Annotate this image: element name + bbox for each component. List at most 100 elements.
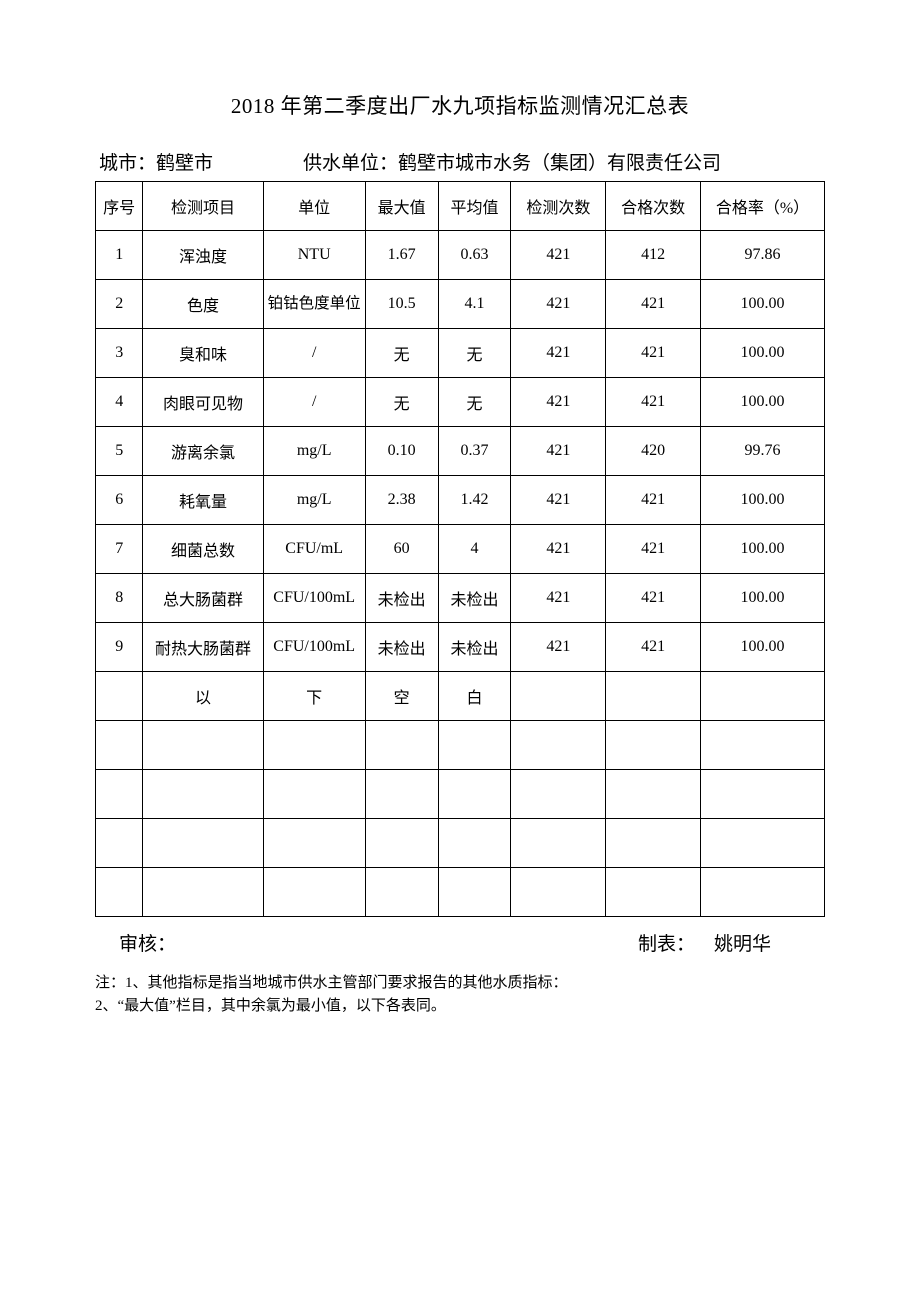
cell-tests: 421	[511, 427, 606, 476]
cell-avg: 无	[438, 378, 511, 427]
cell-rate: 100.00	[701, 378, 825, 427]
empty-cell	[511, 819, 606, 868]
cell-pass: 421	[606, 378, 701, 427]
empty-cell	[701, 868, 825, 917]
cell-pass: 421	[606, 525, 701, 574]
blank-marker-cell: 空	[365, 672, 438, 721]
cell-rate: 100.00	[701, 329, 825, 378]
cell-unit: /	[263, 378, 365, 427]
table-header-row: 序号 检测项目 单位 最大值 平均值 检测次数 合格次数 合格率（%）	[96, 182, 825, 231]
table-row: 9耐热大肠菌群CFU/100mL未检出未检出421421100.00	[96, 623, 825, 672]
col-rate: 合格率（%）	[701, 182, 825, 231]
cell-item: 细菌总数	[143, 525, 263, 574]
meta-supplier: 供水单位：鹤壁市城市水务（集团）有限责任公司	[213, 148, 821, 175]
empty-cell	[438, 721, 511, 770]
empty-row	[96, 819, 825, 868]
cell-rate: 100.00	[701, 623, 825, 672]
cell-tests: 421	[511, 231, 606, 280]
cell-avg: 4.1	[438, 280, 511, 329]
note-line-2: 2、“最大值”栏目，其中余氯为最小值，以下各表同。	[95, 995, 825, 1018]
cell-seq: 4	[96, 378, 143, 427]
empty-cell	[263, 770, 365, 819]
cell-tests: 421	[511, 525, 606, 574]
cell-rate: 100.00	[701, 280, 825, 329]
empty-row	[96, 721, 825, 770]
cell-unit: mg/L	[263, 427, 365, 476]
cell-unit: mg/L	[263, 476, 365, 525]
cell-item: 游离余氯	[143, 427, 263, 476]
cell-avg: 0.37	[438, 427, 511, 476]
table-row: 6耗氧量mg/L2.381.42421421100.00	[96, 476, 825, 525]
cell-avg: 无	[438, 329, 511, 378]
cell-max: 10.5	[365, 280, 438, 329]
cell-max: 未检出	[365, 574, 438, 623]
document-page: 2018 年第二季度出厂水九项指标监测情况汇总表 城市：鹤壁市 供水单位：鹤壁市…	[0, 0, 920, 1302]
blank-marker-cell: 白	[438, 672, 511, 721]
cell-tests: 421	[511, 623, 606, 672]
table-row: 5游离余氯mg/L0.100.3742142099.76	[96, 427, 825, 476]
cell-item: 臭和味	[143, 329, 263, 378]
meta-city: 城市：鹤壁市	[99, 148, 213, 175]
signature-row: 审核： 制表： 姚明华	[95, 929, 825, 956]
empty-row	[96, 770, 825, 819]
empty-cell	[511, 721, 606, 770]
empty-cell	[365, 819, 438, 868]
empty-cell	[263, 868, 365, 917]
cell-unit: /	[263, 329, 365, 378]
empty-cell	[143, 770, 263, 819]
cell-seq: 8	[96, 574, 143, 623]
col-seq: 序号	[96, 182, 143, 231]
empty-cell	[96, 721, 143, 770]
empty-cell	[96, 868, 143, 917]
cell-unit: CFU/mL	[263, 525, 365, 574]
empty-cell	[438, 770, 511, 819]
city-label: 城市：	[99, 153, 156, 174]
supplier-value: 鹤壁市城市水务（集团）有限责任公司	[398, 153, 721, 174]
empty-cell	[365, 770, 438, 819]
cell-seq: 9	[96, 623, 143, 672]
table-row: 7细菌总数CFU/mL604421421100.00	[96, 525, 825, 574]
cell-tests: 421	[511, 378, 606, 427]
cell-item: 浑浊度	[143, 231, 263, 280]
cell-rate: 100.00	[701, 476, 825, 525]
empty-cell	[438, 819, 511, 868]
notes-block: 注：1、其他指标是指当地城市供水主管部门要求报告的其他水质指标： 2、“最大值”…	[95, 972, 825, 1019]
blank-marker-cell	[96, 672, 143, 721]
cell-avg: 0.63	[438, 231, 511, 280]
cell-seq: 6	[96, 476, 143, 525]
empty-cell	[701, 819, 825, 868]
empty-row	[96, 868, 825, 917]
preparer-block: 制表： 姚明华	[638, 929, 801, 956]
empty-cell	[143, 819, 263, 868]
cell-tests: 421	[511, 329, 606, 378]
cell-seq: 7	[96, 525, 143, 574]
cell-tests: 421	[511, 476, 606, 525]
empty-cell	[606, 819, 701, 868]
supplier-label: 供水单位：	[303, 153, 398, 174]
cell-unit: CFU/100mL	[263, 574, 365, 623]
cell-tests: 421	[511, 574, 606, 623]
cell-pass: 421	[606, 623, 701, 672]
empty-cell	[438, 868, 511, 917]
blank-marker-cell: 以	[143, 672, 263, 721]
city-value: 鹤壁市	[156, 153, 213, 174]
cell-item: 总大肠菌群	[143, 574, 263, 623]
cell-item: 色度	[143, 280, 263, 329]
cell-rate: 97.86	[701, 231, 825, 280]
cell-max: 1.67	[365, 231, 438, 280]
empty-cell	[263, 819, 365, 868]
blank-marker-cell	[511, 672, 606, 721]
cell-pass: 421	[606, 280, 701, 329]
cell-tests: 421	[511, 280, 606, 329]
col-item: 检测项目	[143, 182, 263, 231]
empty-cell	[606, 770, 701, 819]
reviewer-label: 审核：	[119, 934, 176, 955]
cell-max: 无	[365, 378, 438, 427]
cell-pass: 420	[606, 427, 701, 476]
data-table: 序号 检测项目 单位 最大值 平均值 检测次数 合格次数 合格率（%） 1浑浊度…	[95, 181, 825, 917]
cell-max: 2.38	[365, 476, 438, 525]
cell-max: 无	[365, 329, 438, 378]
cell-item: 肉眼可见物	[143, 378, 263, 427]
cell-unit: NTU	[263, 231, 365, 280]
empty-cell	[606, 868, 701, 917]
